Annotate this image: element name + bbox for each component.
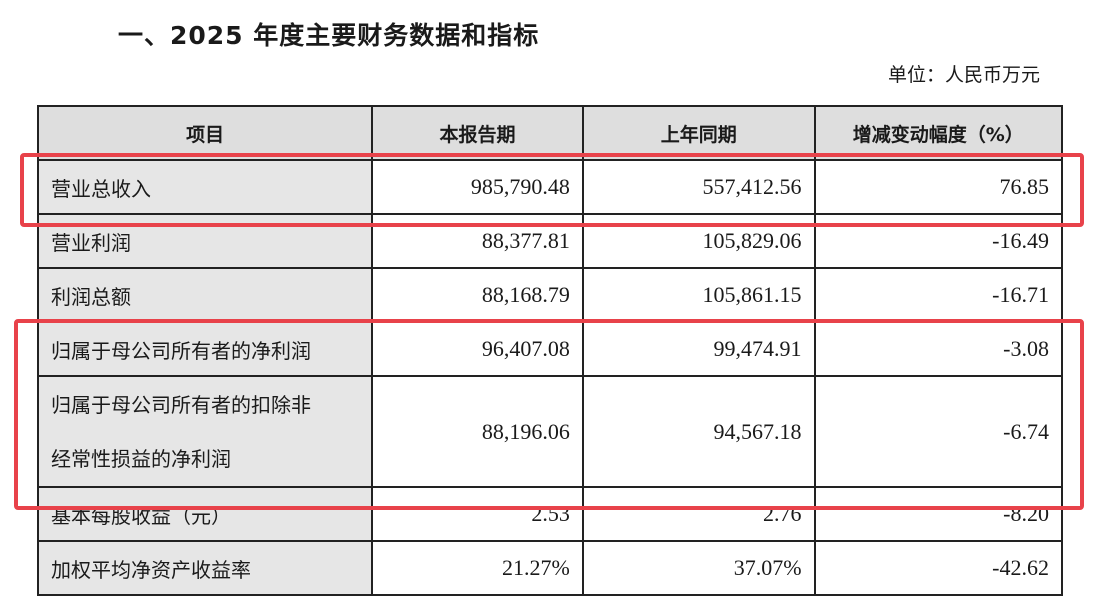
change-value: -6.74 — [813, 375, 1064, 488]
row-label-line: 归属于母公司所有者的扣除非 — [51, 392, 311, 417]
financial-table: 项目 本报告期 上年同期 增减变动幅度（%） 营业总收入 985,790.48 … — [36, 105, 1064, 596]
header-change: 增减变动幅度（%） — [813, 105, 1064, 161]
header-row: 项目 本报告期 上年同期 增减变动幅度（%） — [36, 105, 1064, 161]
header-item: 项目 — [36, 105, 374, 161]
current-value: 21.27% — [371, 540, 584, 596]
table-row: 归属于母公司所有者的净利润 96,407.08 99,474.91 -3.08 — [36, 321, 1064, 377]
current-value: 88,168.79 — [371, 267, 584, 323]
previous-value: 99,474.91 — [581, 321, 816, 377]
previous-value: 557,412.56 — [581, 159, 816, 215]
highlight-box-net-profit — [14, 319, 1084, 510]
row-label: 加权平均净资产收益率 — [36, 540, 374, 596]
row-label: 归属于母公司所有者的净利润 — [36, 321, 374, 377]
row-label: 利润总额 — [36, 267, 374, 323]
current-value: 2.53 — [371, 486, 584, 542]
table-row: 营业利润 88,377.81 105,829.06 -16.49 — [36, 213, 1064, 269]
table-row: 基本每股收益（元） 2.53 2.76 -8.20 — [36, 486, 1064, 542]
change-value: -16.49 — [813, 213, 1064, 269]
table-row: 营业总收入 985,790.48 557,412.56 76.85 — [36, 159, 1064, 215]
change-value: -3.08 — [813, 321, 1064, 377]
previous-value: 94,567.18 — [581, 375, 816, 488]
highlight-box-revenue — [20, 153, 1084, 227]
row-label-line: 经常性损益的净利润 — [51, 446, 231, 471]
current-value: 96,407.08 — [371, 321, 584, 377]
previous-value: 105,829.06 — [581, 213, 816, 269]
header-previous: 上年同期 — [581, 105, 816, 161]
change-value: -8.20 — [813, 486, 1064, 542]
current-value: 985,790.48 — [371, 159, 584, 215]
change-value: 76.85 — [813, 159, 1064, 215]
current-value: 88,196.06 — [371, 375, 584, 488]
table-row: 利润总额 88,168.79 105,861.15 -16.71 — [36, 267, 1064, 323]
table-row: 加权平均净资产收益率 21.27% 37.07% -42.62 — [36, 540, 1064, 596]
row-label: 基本每股收益（元） — [36, 486, 374, 542]
unit-label: 单位：人民币万元 — [887, 64, 1040, 86]
table-row: 归属于母公司所有者的扣除非 经常性损益的净利润 88,196.06 94,567.… — [36, 375, 1064, 488]
row-label: 营业利润 — [36, 213, 374, 269]
section-title: 一、2025 年度主要财务数据和指标 — [118, 21, 540, 50]
previous-value: 37.07% — [581, 540, 816, 596]
previous-value: 105,861.15 — [581, 267, 816, 323]
header-current: 本报告期 — [371, 105, 584, 161]
change-value: -42.62 — [813, 540, 1064, 596]
previous-value: 2.76 — [581, 486, 816, 542]
change-value: -16.71 — [813, 267, 1064, 323]
row-label: 归属于母公司所有者的扣除非 经常性损益的净利润 — [36, 375, 374, 488]
row-label: 营业总收入 — [36, 159, 374, 215]
current-value: 88,377.81 — [371, 213, 584, 269]
